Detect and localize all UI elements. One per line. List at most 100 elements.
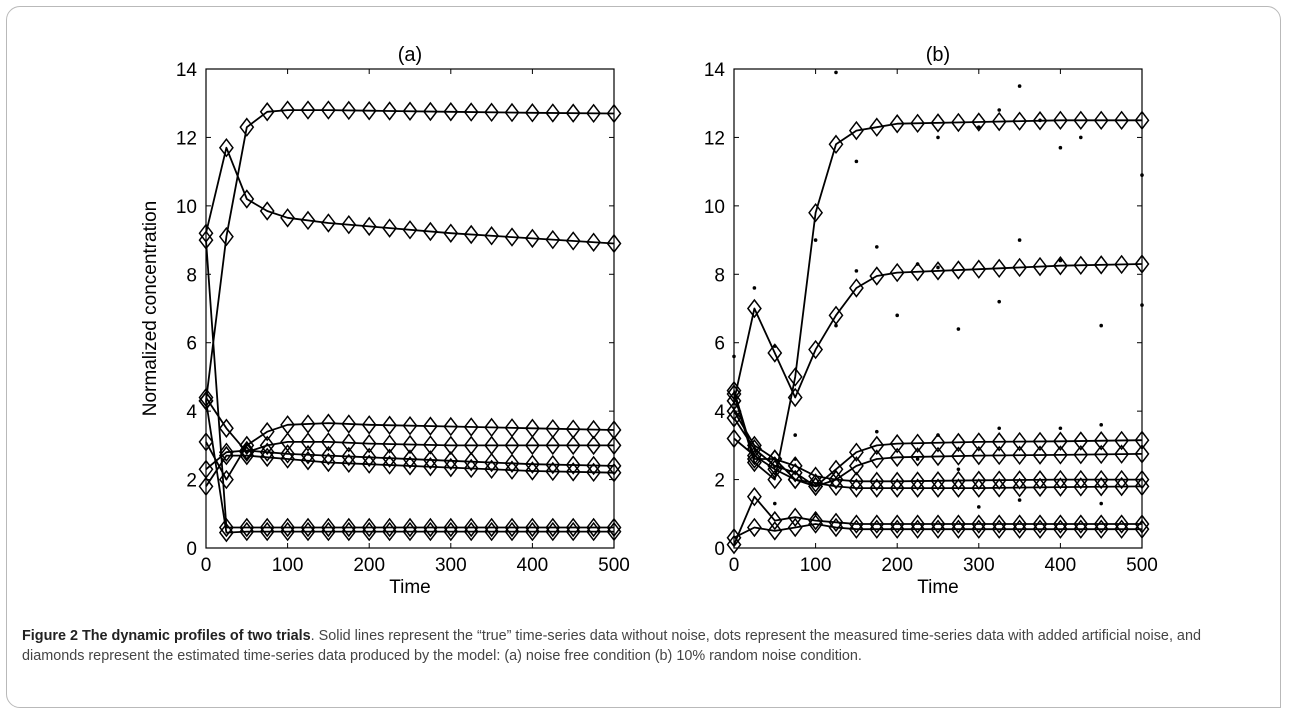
series-4-diamond-marker <box>1032 445 1048 465</box>
noise-dot <box>997 299 1001 304</box>
series-1-line <box>733 119 1142 481</box>
noise-dot <box>875 245 879 249</box>
series-8-diamond-marker <box>746 517 762 538</box>
series-8-diamond-marker <box>767 521 783 541</box>
series-8-diamond-marker <box>320 521 336 542</box>
series-6-diamond-marker <box>746 445 762 466</box>
noise-dot <box>1140 303 1144 307</box>
series-6-diamond-marker <box>1073 477 1089 497</box>
series-2-diamond-marker <box>545 229 561 250</box>
series-2-diamond-marker <box>300 210 316 231</box>
x-tick-label: 200 <box>353 555 385 576</box>
series-6-diamond-marker <box>218 445 234 466</box>
noise-dot <box>813 238 818 242</box>
y-tick-label: 2 <box>714 471 725 492</box>
series-1-diamond-marker <box>300 100 316 120</box>
noise-dot <box>793 457 797 461</box>
series-1-diamond-marker <box>869 117 885 137</box>
series-3-diamond-marker <box>320 413 336 433</box>
series-7-diamond-marker <box>280 517 296 538</box>
series-2-diamond-marker <box>524 228 540 249</box>
series-3-diamond-marker <box>239 435 255 456</box>
series-2-diamond-marker <box>586 232 602 252</box>
series-5-diamond-marker <box>1073 469 1089 490</box>
series-2-diamond-marker <box>950 260 966 280</box>
series-1-diamond-marker <box>808 202 824 223</box>
noise-dot <box>1017 498 1022 502</box>
series-5-diamond-marker <box>767 449 783 469</box>
series-6-diamond-marker <box>606 462 622 483</box>
series-8-diamond-marker <box>382 521 398 542</box>
series-6-diamond-marker <box>300 451 316 471</box>
noise-dot <box>1099 423 1103 427</box>
series-5-diamond-marker <box>726 380 742 401</box>
series-6-diamond-marker <box>463 458 479 479</box>
series-4-diamond-marker <box>300 432 316 452</box>
series-1-diamond-marker <box>767 469 783 490</box>
series-6-diamond-marker <box>382 455 398 475</box>
series-8-diamond-marker <box>259 521 275 542</box>
series-3-diamond-marker <box>402 415 418 436</box>
x-tick-label: 400 <box>517 555 549 576</box>
series-6-diamond-marker <box>1134 476 1150 497</box>
series-2-diamond-marker <box>606 233 622 254</box>
series-2-diamond-marker <box>848 278 864 298</box>
series-7-diamond-marker <box>991 514 1007 534</box>
noise-dot <box>1058 426 1063 431</box>
noise-dot <box>977 505 981 509</box>
series-4-diamond-marker <box>565 435 581 456</box>
series-4-diamond-marker <box>361 433 377 454</box>
series-8-diamond-marker <box>726 528 742 548</box>
series-5-diamond-marker <box>869 471 885 492</box>
series-2-diamond-marker <box>889 262 905 283</box>
series-5-diamond-marker <box>443 451 459 471</box>
series-4-diamond-marker <box>239 442 255 462</box>
x-tick-label: 500 <box>1126 555 1158 576</box>
y-tick-label: 2 <box>186 471 197 492</box>
series-3-diamond-marker <box>848 442 864 462</box>
series-1-diamond-marker <box>889 114 905 134</box>
series-7-diamond-marker <box>565 517 581 538</box>
series-2-diamond-marker <box>910 261 926 282</box>
series-8-diamond-marker <box>524 521 540 542</box>
panel-b: 0 100 200 300 400 500 0 2 4 6 8 10 12 14 (b) Time <box>704 44 1158 598</box>
series-5-diamond-marker <box>565 455 581 475</box>
series-3-diamond-marker <box>443 416 459 437</box>
series-3-diamond-marker <box>1073 431 1089 451</box>
series-4-diamond-marker <box>218 418 234 438</box>
series-8-diamond-marker <box>300 521 316 542</box>
series-2-diamond-marker <box>341 214 357 235</box>
series-6-diamond-marker <box>828 476 844 497</box>
series-1-diamond-marker <box>484 102 500 123</box>
series-2-diamond-marker <box>1134 254 1150 274</box>
series-6-diamond-marker <box>726 428 742 449</box>
series-7-line <box>205 240 614 529</box>
y-tick-label: 0 <box>186 539 197 560</box>
series-2-diamond-marker <box>280 208 296 228</box>
series-5-diamond-marker <box>280 444 296 464</box>
series-6-diamond-marker <box>524 461 540 481</box>
series-6-diamond-marker <box>971 478 987 498</box>
series-1-diamond-marker <box>218 226 234 247</box>
series-8-diamond-marker <box>1012 519 1028 539</box>
series-1-diamond-marker <box>239 117 255 137</box>
series-6-diamond-marker <box>198 476 214 497</box>
series-1-diamond-marker <box>341 100 357 121</box>
series-1-diamond-marker <box>971 112 987 132</box>
series-8-diamond-marker <box>971 519 987 539</box>
series-7-diamond-marker <box>1114 514 1130 534</box>
series-6-diamond-marker <box>402 456 418 476</box>
plot-area-border <box>205 68 615 549</box>
series-7-diamond-marker <box>910 514 926 534</box>
series-1-diamond-marker <box>382 101 398 121</box>
series-1-diamond-marker <box>606 103 622 124</box>
series-7-diamond-marker <box>1052 514 1068 534</box>
series-4-diamond-marker <box>950 446 966 466</box>
chart-title: (b) <box>926 44 950 66</box>
series-8-diamond-marker <box>1134 519 1150 539</box>
figure-frame <box>6 6 1281 708</box>
y-tick-label: 12 <box>704 128 725 149</box>
series-6-diamond-marker <box>910 478 926 498</box>
series-1-diamond-marker <box>991 111 1007 132</box>
series-4-diamond-marker <box>1134 444 1150 464</box>
